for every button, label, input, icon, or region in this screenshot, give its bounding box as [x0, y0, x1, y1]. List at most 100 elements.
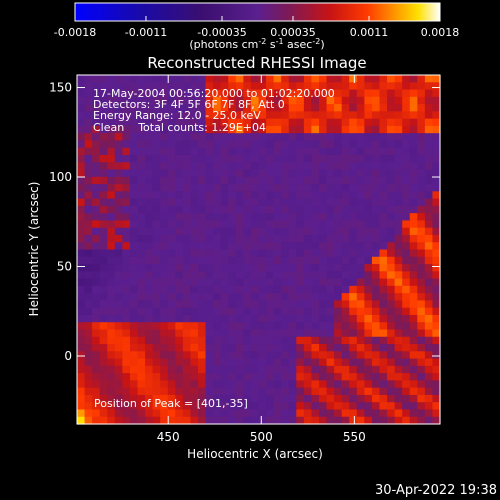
heatmap-cell [364, 394, 373, 403]
heatmap-cell [77, 293, 86, 301]
heatmap-cell [288, 176, 297, 185]
heatmap-cell [281, 293, 290, 301]
heatmap-cell [387, 169, 396, 178]
heatmap-cell [379, 125, 388, 134]
heatmap-cell [402, 264, 411, 272]
heatmap-cell [273, 205, 282, 214]
heatmap-cell [266, 75, 275, 83]
heatmap-cell [213, 314, 222, 323]
heatmap-cell [175, 176, 184, 185]
heatmap-cell [364, 293, 373, 301]
heatmap-cell [167, 264, 176, 272]
heatmap-cell [409, 365, 418, 374]
heatmap-cell [288, 162, 297, 171]
heatmap-cell [379, 75, 388, 83]
heatmap-cell [319, 147, 328, 156]
heatmap-cell [311, 227, 320, 236]
heatmap-cell [107, 82, 116, 91]
heatmap-cell [152, 271, 161, 280]
heatmap-cell [303, 118, 313, 127]
heatmap-cell [152, 373, 161, 381]
heatmap-cell [311, 111, 320, 120]
heatmap-cell [402, 140, 411, 149]
heatmap-cell [129, 373, 139, 381]
heatmap-cell [334, 89, 343, 98]
heatmap-cell [387, 118, 396, 127]
heatmap-cell [334, 373, 343, 381]
heatmap-cell [303, 278, 313, 287]
heatmap-cell [220, 416, 229, 425]
heatmap-cell [311, 351, 320, 360]
heatmap-cell [273, 249, 282, 258]
heatmap-cell [319, 104, 328, 112]
heatmap-cell [424, 322, 434, 331]
heatmap-cell [235, 169, 244, 178]
heatmap-cell [296, 104, 305, 112]
heatmap-cell [341, 358, 350, 367]
heatmap-cell [160, 220, 169, 229]
heatmap-cell [387, 300, 396, 309]
heatmap-cell [99, 118, 108, 127]
heatmap-cell [77, 344, 86, 352]
heatmap-cell [432, 285, 441, 294]
heatmap-cell [152, 184, 161, 192]
heatmap-cell [99, 336, 108, 345]
heatmap-cell [190, 89, 199, 98]
heatmap-cell [296, 176, 305, 185]
heatmap-cell [243, 322, 252, 331]
heatmap-cell [379, 205, 388, 214]
heatmap-cell [424, 264, 434, 272]
heatmap-cell [349, 162, 358, 171]
heatmap-cell [281, 169, 290, 178]
heatmap-cell [349, 242, 358, 251]
heatmap-cell [129, 344, 139, 352]
heatmap-cell [228, 394, 237, 403]
heatmap-cell [235, 358, 244, 367]
heatmap-cell [84, 387, 93, 396]
heatmap-cell [281, 358, 290, 367]
heatmap-cell [190, 162, 199, 171]
heatmap-cell [432, 118, 441, 127]
heatmap-cell [311, 387, 320, 396]
heatmap-cell [319, 344, 328, 352]
heatmap-cell [213, 75, 222, 83]
heatmap-cell [334, 264, 343, 272]
heatmap-cell [303, 409, 313, 418]
heatmap-cell [371, 104, 381, 112]
heatmap-cell [77, 118, 86, 127]
heatmap-cell [319, 111, 328, 120]
heatmap-cell [349, 213, 358, 222]
heatmap-cell [250, 111, 260, 120]
heatmap-cell [114, 336, 123, 345]
heatmap-cell [114, 227, 123, 236]
heatmap-cell [175, 133, 184, 142]
heatmap-cell [129, 184, 139, 192]
heatmap-cell [205, 293, 214, 301]
heatmap-cell [409, 234, 418, 243]
heatmap-cell [319, 227, 328, 236]
heatmap-cell [99, 358, 108, 367]
heatmap-cell [122, 271, 131, 280]
heatmap-cell [432, 213, 441, 222]
heatmap-cell [387, 140, 396, 149]
heatmap-cell [258, 380, 267, 389]
heatmap-cell [92, 147, 101, 156]
heatmap-cell [228, 307, 237, 316]
heatmap-cell [409, 104, 418, 112]
heatmap-cell [349, 380, 358, 389]
heatmap-cell [205, 278, 214, 287]
heatmap-cell [266, 213, 275, 222]
heatmap-cell [273, 118, 282, 127]
heatmap-cell [394, 409, 403, 418]
heatmap-cell [356, 409, 365, 418]
heatmap-cell [243, 358, 252, 367]
heatmap-cell [190, 198, 199, 207]
heatmap-cell [213, 213, 222, 222]
heatmap-cell [334, 365, 343, 374]
heatmap-cell [190, 184, 199, 192]
heatmap-cell [394, 133, 403, 142]
heatmap-cell [213, 351, 222, 360]
heatmap-cell [250, 402, 260, 411]
heatmap-cell [364, 264, 373, 272]
heatmap-cell [281, 285, 290, 294]
